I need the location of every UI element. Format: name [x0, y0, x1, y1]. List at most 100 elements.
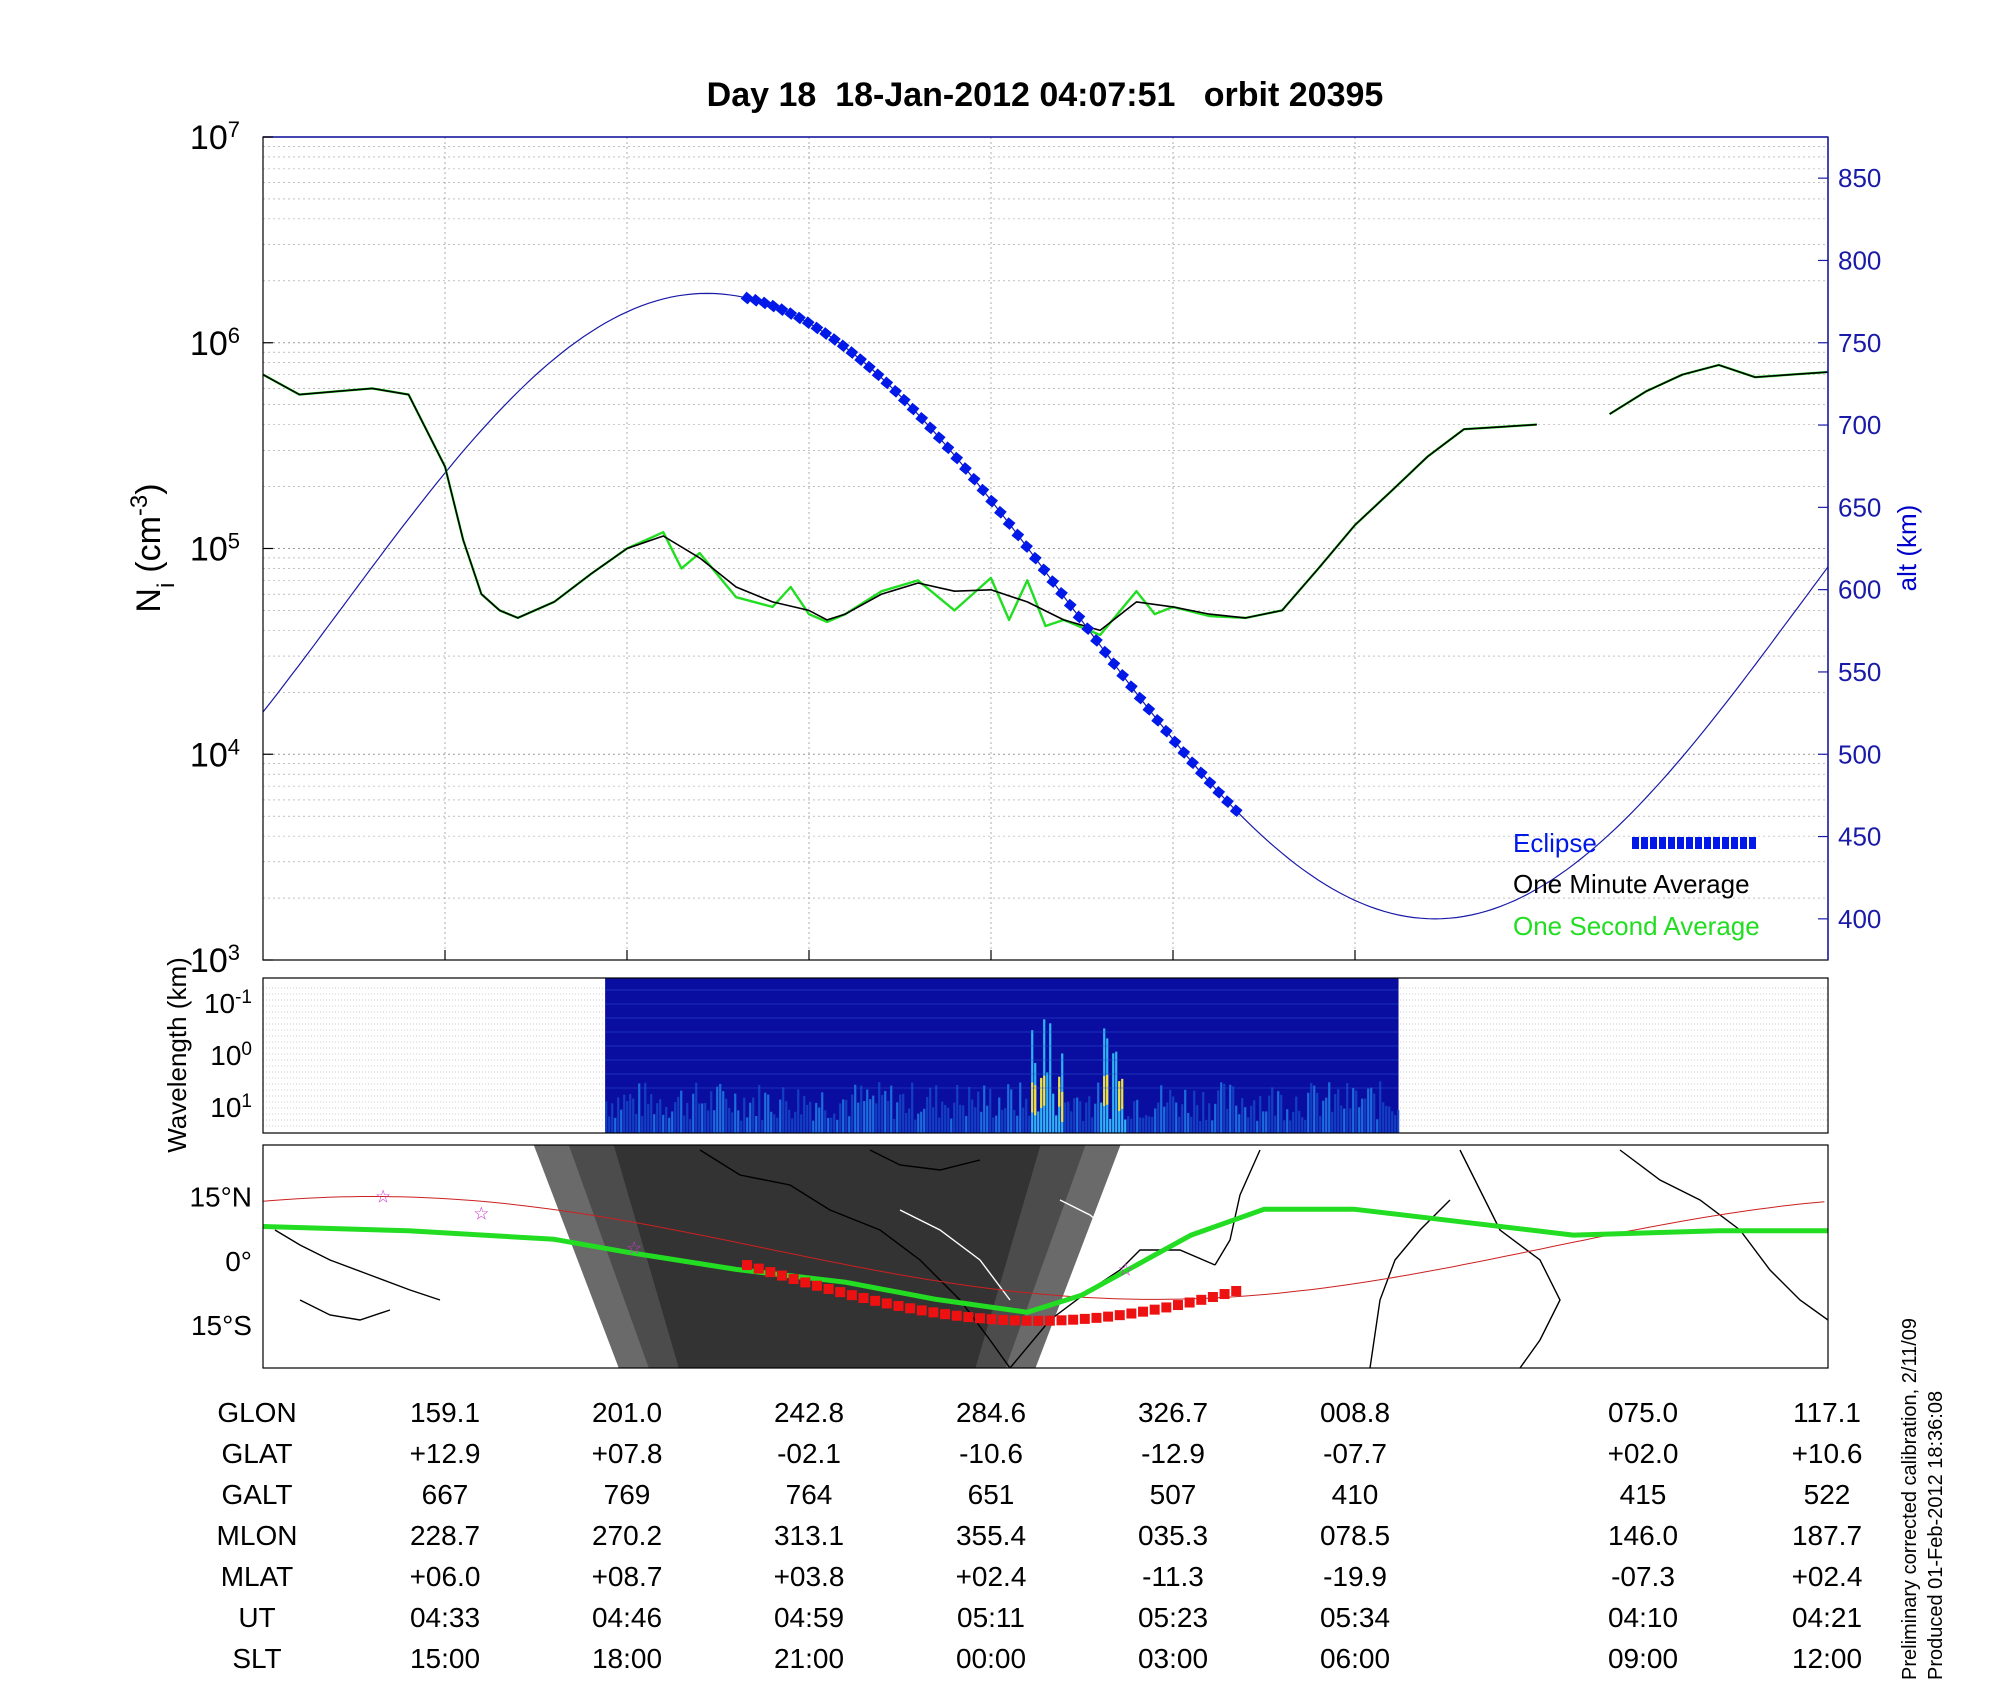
spectrogram-column [677, 1096, 680, 1133]
eclipse-marker [810, 321, 824, 335]
eclipse-footprint [1103, 1311, 1114, 1322]
spectrogram-column [1241, 1098, 1244, 1133]
eclipse-marker [1151, 713, 1164, 727]
spectrogram-column [1379, 1081, 1382, 1133]
spectrogram-column [1280, 1094, 1283, 1133]
spectrogram-column [1232, 1086, 1235, 1133]
ephemeris-cell: 651 [968, 1479, 1015, 1510]
ephemeris-cell: +10.6 [1792, 1438, 1863, 1469]
spectrogram-hot [1106, 1074, 1109, 1105]
spectrogram-column [896, 1102, 899, 1133]
alt-y-ticks: 400 450 500 550 600 650 700 750 800 850 [1818, 163, 1881, 934]
eclipse-marker [1090, 634, 1103, 647]
spectrogram-column [758, 1085, 761, 1133]
eclipse-footprint [846, 1290, 857, 1301]
ephemeris-cell: -02.1 [777, 1438, 841, 1469]
spectrogram-column [635, 1113, 638, 1133]
spectrogram-column [920, 1111, 923, 1133]
ephemeris-cell: 242.8 [774, 1397, 844, 1428]
legend-eclipse-square [1668, 837, 1675, 849]
spectrogram-column [1037, 1111, 1040, 1133]
spectrogram-column [1364, 1098, 1367, 1133]
eclipse-footprint [1068, 1314, 1079, 1325]
spectrogram-column [1121, 1105, 1124, 1133]
density-y-ticks: 103 104 105 106 107 [190, 117, 273, 981]
eclipse-marker [915, 411, 929, 425]
ephemeris-cell: 06:00 [1320, 1643, 1390, 1674]
spectrogram-column [998, 1097, 1001, 1133]
spectrogram-column [1208, 1103, 1211, 1133]
spectrogram-column [1019, 1082, 1022, 1133]
eclipse-footprint [998, 1314, 1009, 1325]
spectrogram-column [1388, 1106, 1391, 1133]
spectrogram-column [1358, 1107, 1361, 1133]
legend-eclipse-square [1722, 837, 1729, 849]
spectrogram-column [1250, 1105, 1253, 1133]
spectrogram-column [833, 1113, 836, 1133]
eclipse-footprint [858, 1293, 869, 1304]
spectrogram-column [1016, 1115, 1019, 1133]
chart-title: Day 18 18-Jan-2012 04:07:51 orbit 20395 [707, 76, 1384, 114]
spectrogram-column [644, 1082, 647, 1133]
spectrogram-column [1271, 1087, 1274, 1133]
spectrogram-column [806, 1104, 809, 1133]
spectrogram-column [1175, 1102, 1178, 1133]
eclipse-marker [1037, 563, 1051, 577]
spectrogram-column [1052, 1093, 1055, 1133]
spectrogram-column [1013, 1109, 1016, 1133]
eclipse-marker [924, 421, 937, 435]
map-tick-label: 15°S [191, 1310, 252, 1341]
spectrogram-column [1067, 1101, 1070, 1133]
spectrogram-column [1220, 1082, 1223, 1133]
density-tick-label: 105 [190, 528, 240, 569]
eclipse-footprint [986, 1314, 997, 1325]
spectrogram-column [857, 1102, 860, 1133]
eclipse-footprint [1161, 1302, 1172, 1313]
spectrogram-column [1277, 1091, 1280, 1133]
spectrogram-column [1376, 1119, 1379, 1133]
ephemeris-cell: -07.3 [1611, 1561, 1675, 1592]
map-tick-label: 0° [225, 1246, 252, 1277]
density-tick-label: 103 [190, 940, 240, 981]
spectrogram-column [611, 1103, 614, 1133]
ground-track [263, 1206, 1828, 1315]
legend-one-second: One Second Average [1513, 911, 1760, 941]
spectrogram-column [1313, 1085, 1316, 1133]
spectrogram-column [1283, 1120, 1286, 1133]
ephemeris-cell: 355.4 [956, 1520, 1026, 1551]
spectrogram-hot [1121, 1078, 1124, 1109]
eclipse-footprint [1009, 1315, 1020, 1326]
spectrogram-column [626, 1101, 629, 1133]
spectrogram-column [1319, 1115, 1322, 1133]
spectrogram-column [1082, 1120, 1085, 1133]
spectrogram-column [932, 1107, 935, 1133]
spectrogram-column [686, 1102, 689, 1133]
legend-eclipse-square [1731, 837, 1738, 849]
coastline [869, 1149, 981, 1171]
star-marker: ☆ [1117, 1259, 1133, 1279]
eclipse-marker [1107, 657, 1121, 671]
eclipse-marker [1098, 645, 1112, 659]
eclipse-marker [1229, 804, 1243, 818]
spectrogram-column [1136, 1099, 1139, 1133]
spectrogram-column [767, 1094, 770, 1133]
ephemeris-cell: -12.9 [1141, 1438, 1205, 1469]
spectrogram-column [1100, 1102, 1103, 1133]
ephemeris-cell: 15:00 [410, 1643, 480, 1674]
density-ylabel-unit: (cm [130, 516, 168, 573]
eclipse-marker [880, 376, 894, 390]
eclipse-footprint [916, 1305, 927, 1316]
legend-eclipse-square [1704, 837, 1711, 849]
spectrogram-column [1214, 1103, 1217, 1133]
ephemeris-cell: 05:11 [957, 1602, 1025, 1633]
spectrogram-column [1295, 1096, 1298, 1133]
legend-eclipse-square [1659, 837, 1666, 849]
eclipse-footprint [963, 1312, 974, 1323]
spectrogram-column [614, 1117, 617, 1133]
spectrogram-hot [1058, 1076, 1061, 1107]
spectrogram-column [902, 1093, 905, 1133]
spectrogram-column [617, 1097, 620, 1133]
spectrogram-column [1244, 1107, 1247, 1133]
spectrogram-column [800, 1114, 803, 1133]
density-tick-label: 107 [190, 117, 240, 158]
